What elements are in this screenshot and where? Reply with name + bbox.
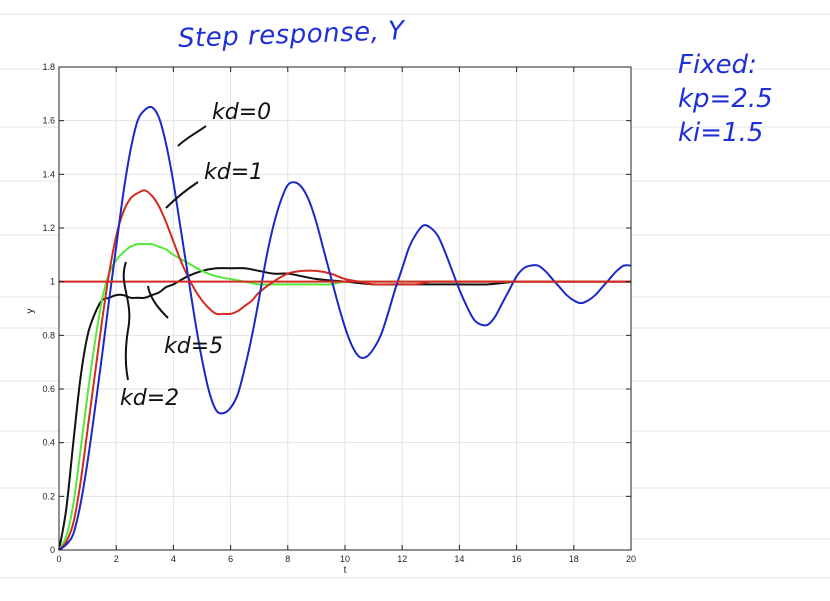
label-kd1: kd=1 xyxy=(204,160,264,185)
x-tick-label: 20 xyxy=(626,554,636,564)
pointer-kd5 xyxy=(147,285,169,319)
y-tick-label: 1 xyxy=(50,277,55,287)
kp-note: kp=2.5 xyxy=(678,84,773,114)
y-tick-label: 1.6 xyxy=(42,116,55,126)
series-line-kd0 xyxy=(58,105,632,551)
x-tick-label: 6 xyxy=(228,554,233,564)
axis-ticks: 0 2 4 6 8 10 12 14 16 18 20 0 0.2 0.4 0.6 0.8 1 1.2 1.4 1.6… xyxy=(42,62,636,564)
x-tick-label: 8 xyxy=(285,554,290,564)
pointer-kd1 xyxy=(165,181,199,209)
series-layer xyxy=(58,105,632,551)
y-axis-label: y xyxy=(25,309,36,314)
pointer-kd2 xyxy=(122,261,131,381)
y-tick-label: 0.4 xyxy=(42,438,55,448)
x-tick-label: 2 xyxy=(114,554,119,564)
label-kd5: kd=5 xyxy=(164,334,224,359)
fixed-heading: Fixed: xyxy=(678,50,757,80)
x-tick-label: 14 xyxy=(454,554,464,564)
x-tick-label: 12 xyxy=(397,554,407,564)
x-tick-label: 0 xyxy=(56,554,61,564)
x-tick-label: 18 xyxy=(569,554,579,564)
y-tick-label: 1.4 xyxy=(42,169,55,179)
x-tick-label: 4 xyxy=(171,554,176,564)
x-axis-label: t xyxy=(344,565,347,576)
y-tick-label: 0.8 xyxy=(42,330,55,340)
ki-note: ki=1.5 xyxy=(678,118,764,148)
label-kd2: kd=2 xyxy=(120,386,180,411)
x-tick-label: 16 xyxy=(512,554,522,564)
pointer-kd0 xyxy=(177,125,207,147)
y-tick-label: 0 xyxy=(50,545,55,555)
y-tick-label: 0.6 xyxy=(42,384,55,394)
label-kd0: kd=0 xyxy=(212,100,272,125)
y-tick-label: 0.2 xyxy=(42,491,55,501)
fixed-parameters-note: Fixed: kp=2.5 ki=1.5 xyxy=(678,48,773,150)
y-tick-label: 1.8 xyxy=(42,62,55,72)
y-tick-label: 1.2 xyxy=(42,223,55,233)
x-tick-label: 10 xyxy=(340,554,350,564)
